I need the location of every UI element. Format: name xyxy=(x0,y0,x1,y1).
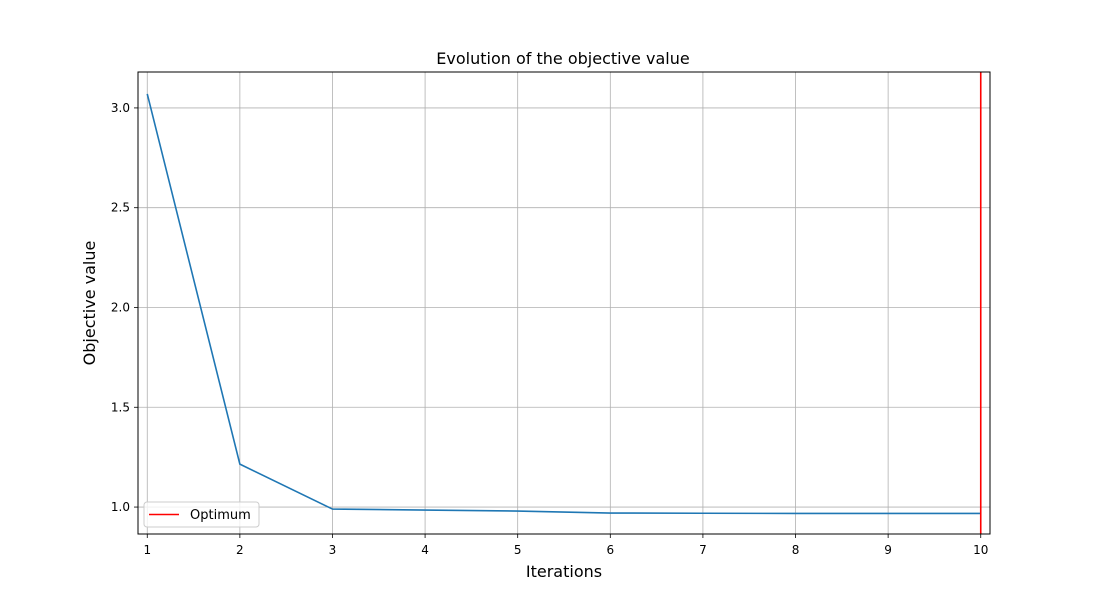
plot-frame xyxy=(137,71,991,535)
y-tick-label: 1.0 xyxy=(111,500,130,514)
x-tick-label: 2 xyxy=(236,543,244,557)
legend-label-optimum: Optimum xyxy=(190,508,251,523)
x-tick-label: 4 xyxy=(421,543,429,557)
chart-title: Evolution of the objective value xyxy=(436,49,689,68)
legend: Optimum xyxy=(143,501,260,528)
x-tick-label: 3 xyxy=(329,543,337,557)
y-tick-label: 2.0 xyxy=(111,300,130,314)
x-tick-label: 8 xyxy=(792,543,800,557)
y-tick-label: 2.5 xyxy=(111,201,130,215)
y-tick-label: 1.5 xyxy=(111,400,130,414)
y-axis-label: Objective value xyxy=(80,241,99,366)
x-tick-label: 9 xyxy=(884,543,892,557)
y-tick-label: 3.0 xyxy=(111,101,130,115)
x-tick-label: 7 xyxy=(699,543,707,557)
x-tick-label: 5 xyxy=(514,543,522,557)
x-tick-label: 6 xyxy=(606,543,614,557)
legend-box xyxy=(143,501,260,528)
x-tick-label: 1 xyxy=(143,543,151,557)
ticks: 1 2 3 4 5 6 7 8 9 10 1.0 1.5 2.0 2.5 3.0 xyxy=(111,101,988,557)
data-layer xyxy=(146,72,982,534)
x-axis-label: Iterations xyxy=(526,562,602,581)
series-line xyxy=(146,93,981,515)
x-tick-label: 10 xyxy=(973,543,988,557)
